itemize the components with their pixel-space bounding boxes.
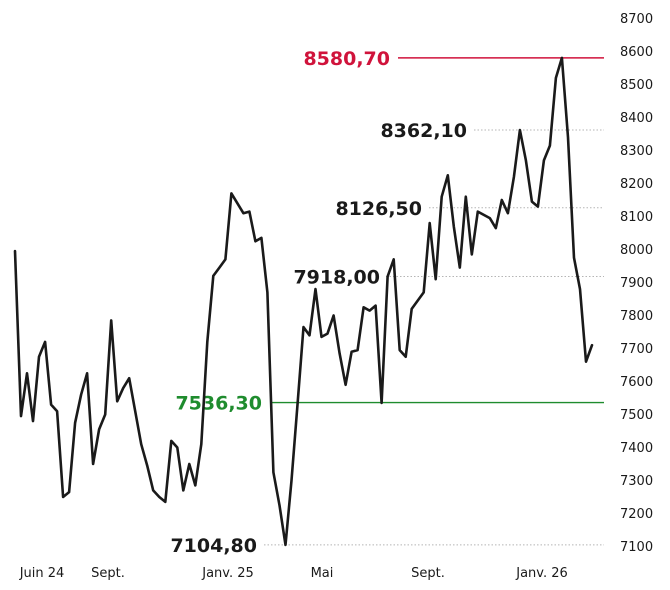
y-tick-label: 7500 [620,408,653,423]
x-tick-label: Janv. 25 [201,566,254,581]
y-tick-label: 7100 [620,540,653,555]
x-tick-label: Sept. [411,566,445,581]
annotation-label: 8580,70 [303,48,390,70]
y-tick-label: 7200 [620,507,653,522]
annotation-label: 8362,10 [380,120,467,142]
y-tick-label: 8200 [620,177,653,192]
x-tick-label: Janv. 26 [515,566,568,581]
annotation-label: 7918,00 [293,267,380,289]
y-tick-label: 7600 [620,375,653,390]
y-tick-label: 7800 [620,309,653,324]
y-tick-label: 7700 [620,342,653,357]
y-tick-label: 8400 [620,111,653,126]
y-tick-label: 8600 [620,45,653,60]
y-tick-label: 7400 [620,441,653,456]
annotation-label: 8126,50 [335,198,422,220]
y-tick-label: 8300 [620,144,653,159]
y-tick-label: 8700 [620,12,653,27]
y-tick-label: 8100 [620,210,653,225]
x-tick-label: Mai [311,566,334,581]
x-tick-label: Juin 24 [19,566,65,581]
y-tick-label: 8500 [620,78,653,93]
y-tick-label: 7300 [620,474,653,489]
y-tick-label: 8000 [620,243,653,258]
price-series-line [13,56,594,547]
annotation-label: 7104,80 [170,535,257,557]
x-tick-label: Sept. [91,566,125,581]
annotation-label: 7536,30 [175,393,262,415]
y-tick-label: 7900 [620,276,653,291]
